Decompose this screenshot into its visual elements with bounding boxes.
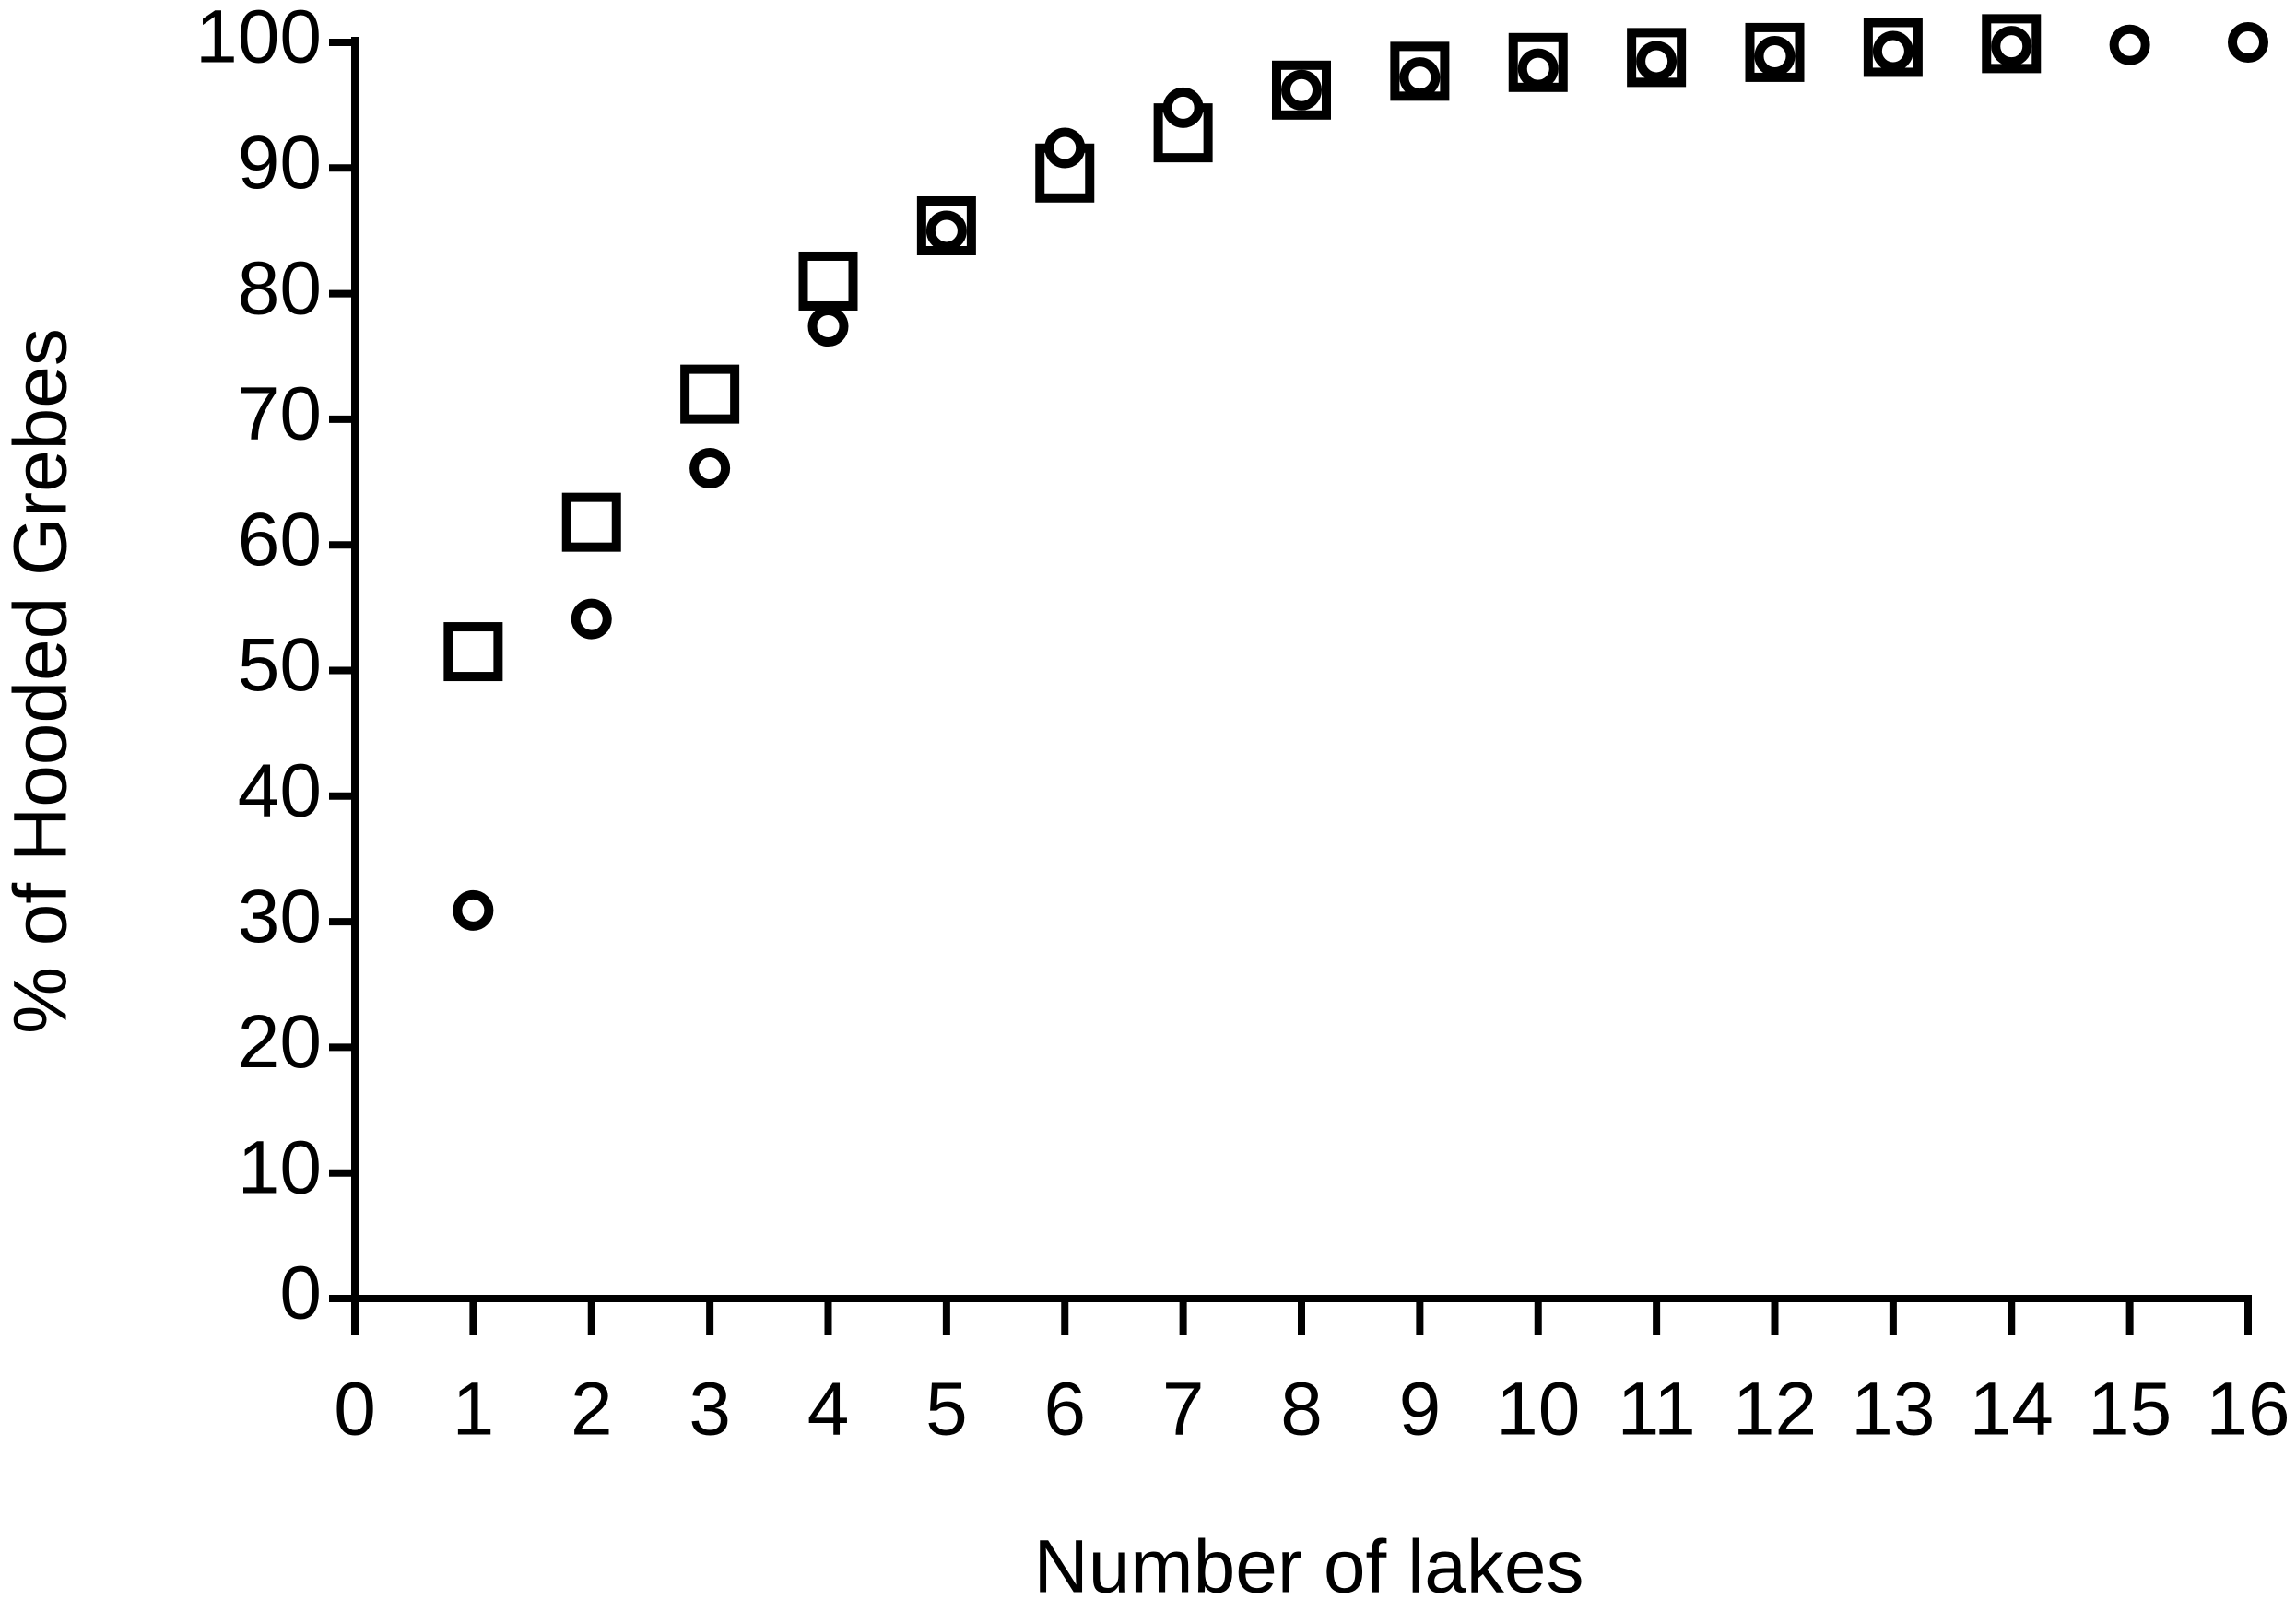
circle-marker [2109, 24, 2150, 65]
y-tick-label: 70 [238, 372, 322, 456]
x-tick-label: 13 [1851, 1368, 1935, 1452]
x-tick-label: 4 [807, 1368, 850, 1452]
y-tick-label: 50 [238, 623, 322, 707]
circle-marker [1872, 30, 1913, 72]
x-tick-label: 11 [1618, 1368, 1696, 1452]
x-tick-label: 14 [1970, 1368, 2054, 1452]
square-marker [443, 622, 503, 682]
x-tick-label: 16 [2206, 1368, 2290, 1452]
circle-marker [689, 448, 731, 489]
x-tick-label: 1 [453, 1368, 495, 1452]
circle-marker [1044, 127, 1086, 169]
y-tick-label: 20 [238, 1000, 322, 1084]
y-tick-label: 0 [279, 1252, 322, 1335]
x-tick-label: 2 [571, 1368, 613, 1452]
circle-marker [2228, 22, 2268, 63]
y-tick-label: 80 [238, 246, 322, 330]
circle-marker [1517, 48, 1559, 89]
circle-marker [453, 889, 494, 931]
circle-marker [807, 306, 849, 347]
y-tick-label: 10 [238, 1125, 322, 1209]
y-tick-label: 90 [238, 121, 322, 205]
y-tick-label: 40 [238, 748, 322, 832]
circle-marker [571, 598, 612, 640]
x-tick-label: 9 [1399, 1368, 1442, 1452]
y-tick-label: 60 [238, 498, 322, 582]
x-tick-label: 10 [1496, 1368, 1580, 1452]
x-tick-label: 8 [1280, 1368, 1323, 1452]
circle-marker [1754, 35, 1796, 76]
x-tick-label: 15 [2088, 1368, 2172, 1452]
x-tick-label: 6 [1043, 1368, 1086, 1452]
x-tick-label: 0 [334, 1368, 376, 1452]
square-marker [680, 364, 740, 424]
x-tick-label: 5 [925, 1368, 968, 1452]
circle-marker [1991, 26, 2032, 67]
y-tick-label: 100 [195, 0, 322, 79]
y-axis-label: % of Hooded Grebes [0, 328, 83, 1034]
circle-marker [1399, 57, 1441, 99]
circle-marker [1636, 41, 1678, 82]
x-tick-label: 3 [689, 1368, 731, 1452]
square-marker [798, 251, 858, 311]
x-axis-label: Number of lakes [1033, 1525, 1584, 1609]
circle-marker [1281, 69, 1322, 111]
circle-marker [1162, 87, 1204, 128]
x-tick-label: 7 [1162, 1368, 1205, 1452]
circle-marker [925, 210, 967, 252]
y-tick-label: 30 [238, 875, 322, 958]
square-marker [561, 492, 621, 552]
x-tick-label: 12 [1733, 1368, 1817, 1452]
